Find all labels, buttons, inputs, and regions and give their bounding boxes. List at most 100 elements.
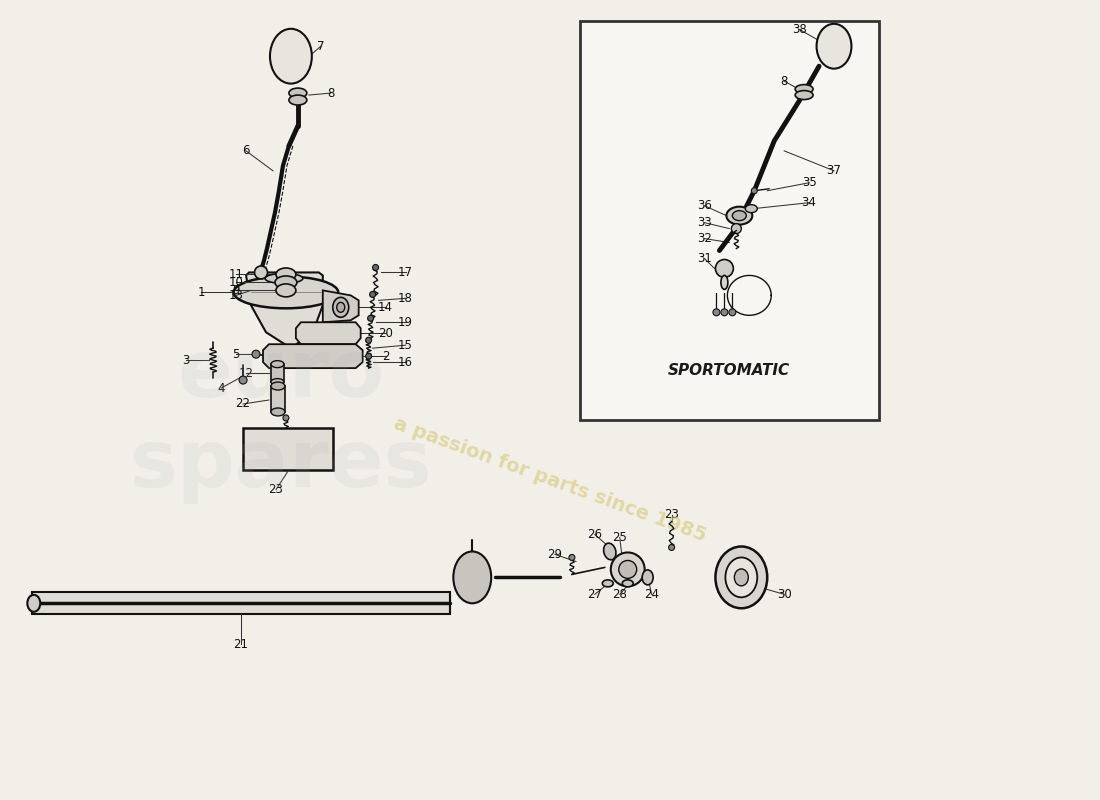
- Ellipse shape: [271, 382, 285, 390]
- Text: 17: 17: [398, 266, 412, 279]
- Circle shape: [370, 291, 375, 298]
- Ellipse shape: [265, 274, 302, 283]
- Ellipse shape: [271, 408, 285, 416]
- Bar: [243, 428, 333, 470]
- Text: 6: 6: [242, 144, 250, 158]
- Circle shape: [713, 309, 719, 316]
- Text: 13: 13: [229, 289, 243, 302]
- Bar: [271, 386, 285, 412]
- Text: 1: 1: [198, 286, 205, 299]
- Ellipse shape: [623, 580, 634, 587]
- Circle shape: [669, 545, 674, 550]
- Ellipse shape: [642, 570, 653, 585]
- Text: 14: 14: [378, 301, 393, 314]
- Circle shape: [729, 309, 736, 316]
- Ellipse shape: [453, 551, 492, 603]
- Text: 21: 21: [233, 638, 249, 650]
- Circle shape: [365, 353, 372, 359]
- Circle shape: [239, 376, 248, 384]
- Polygon shape: [322, 290, 359, 322]
- Text: 29: 29: [548, 548, 562, 561]
- Text: 15: 15: [398, 338, 412, 352]
- Text: 25: 25: [613, 531, 627, 544]
- Ellipse shape: [276, 268, 296, 281]
- Text: 5: 5: [232, 348, 240, 361]
- Ellipse shape: [333, 298, 349, 318]
- Ellipse shape: [275, 276, 297, 289]
- Polygon shape: [263, 344, 363, 368]
- Ellipse shape: [271, 378, 284, 386]
- Bar: [32, 592, 450, 614]
- Text: 19: 19: [398, 316, 412, 329]
- Circle shape: [715, 259, 734, 278]
- Ellipse shape: [725, 558, 757, 598]
- Ellipse shape: [276, 284, 296, 297]
- Circle shape: [373, 265, 378, 270]
- Text: 36: 36: [697, 199, 712, 212]
- Text: 11: 11: [229, 268, 243, 281]
- Polygon shape: [296, 322, 361, 344]
- Text: 28: 28: [613, 588, 627, 601]
- Circle shape: [619, 561, 637, 578]
- Text: 30: 30: [777, 588, 792, 601]
- Text: 27: 27: [587, 588, 603, 601]
- Ellipse shape: [735, 569, 748, 586]
- Circle shape: [720, 309, 728, 316]
- Ellipse shape: [603, 580, 614, 587]
- Text: 16: 16: [398, 356, 412, 369]
- Text: 38: 38: [792, 22, 806, 36]
- Text: 8: 8: [327, 86, 334, 99]
- Text: 2: 2: [382, 350, 389, 362]
- Ellipse shape: [816, 24, 851, 69]
- Circle shape: [732, 224, 741, 234]
- Circle shape: [283, 415, 289, 421]
- Polygon shape: [246, 273, 322, 348]
- Ellipse shape: [715, 546, 767, 608]
- Circle shape: [252, 350, 260, 358]
- Text: 34: 34: [802, 196, 816, 209]
- Text: 12: 12: [239, 366, 254, 379]
- Circle shape: [365, 338, 372, 343]
- Bar: [271, 364, 284, 382]
- Text: 7: 7: [317, 40, 324, 53]
- Ellipse shape: [28, 595, 41, 612]
- Ellipse shape: [746, 205, 757, 213]
- Text: 22: 22: [235, 398, 251, 410]
- Ellipse shape: [733, 210, 746, 221]
- Ellipse shape: [726, 206, 752, 225]
- Circle shape: [254, 266, 267, 279]
- Text: 26: 26: [587, 528, 603, 541]
- Ellipse shape: [720, 275, 728, 290]
- Ellipse shape: [289, 95, 307, 105]
- Text: 9: 9: [232, 284, 240, 297]
- Text: 33: 33: [697, 216, 712, 229]
- Text: 3: 3: [183, 354, 190, 366]
- Text: 24: 24: [645, 588, 659, 601]
- Text: a passion for parts since 1985: a passion for parts since 1985: [392, 414, 708, 546]
- Ellipse shape: [795, 90, 813, 99]
- Text: SPORTOMATIC: SPORTOMATIC: [669, 362, 791, 378]
- Text: 32: 32: [697, 232, 712, 245]
- Ellipse shape: [337, 302, 344, 312]
- Text: 31: 31: [697, 252, 712, 265]
- Text: 23: 23: [664, 508, 679, 521]
- Ellipse shape: [233, 277, 338, 308]
- Text: 8: 8: [781, 74, 788, 88]
- Text: 23: 23: [268, 483, 284, 496]
- Circle shape: [751, 188, 757, 194]
- Text: 37: 37: [826, 164, 842, 178]
- Circle shape: [367, 315, 374, 322]
- Circle shape: [610, 553, 645, 586]
- Ellipse shape: [289, 88, 307, 98]
- Text: euro
spares: euro spares: [130, 336, 432, 504]
- Ellipse shape: [604, 543, 616, 560]
- Text: 10: 10: [229, 276, 243, 289]
- Text: 18: 18: [398, 292, 412, 305]
- Text: 35: 35: [802, 176, 816, 190]
- Bar: [580, 22, 879, 420]
- Circle shape: [569, 554, 575, 561]
- Ellipse shape: [270, 29, 311, 84]
- Text: 20: 20: [378, 326, 393, 340]
- Text: 4: 4: [218, 382, 224, 394]
- Ellipse shape: [271, 361, 284, 368]
